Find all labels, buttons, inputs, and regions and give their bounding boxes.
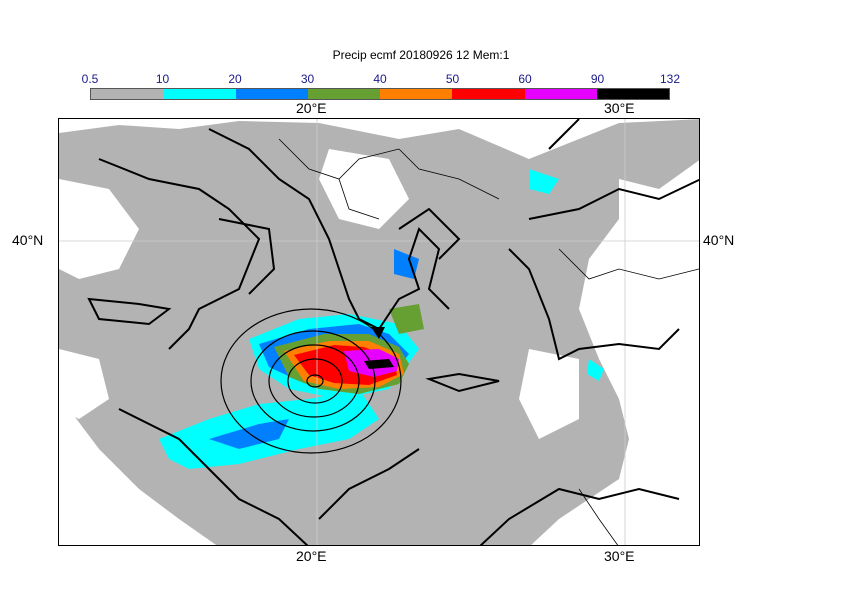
legend-tick-label: 20 [228,72,242,86]
map-canvas [59,119,699,545]
legend-tick-label: 132 [659,72,681,86]
legend-tick-label: 0.5 [81,72,99,86]
legend-swatch [596,89,669,99]
legend-swatch [235,89,308,99]
legend-tick-label: 60 [518,72,532,86]
legend-tick-label: 40 [373,72,387,86]
bottom-lon-label-30e: 30°E [604,548,635,564]
left-lat-label-40n: 40°N [12,232,44,248]
right-lat-label-40n: 40°N [703,232,735,248]
legend-tick-label: 50 [445,72,460,86]
precipitation-map [58,118,700,546]
top-lon-label-20e: 20°E [296,100,327,116]
legend-swatch [91,89,164,99]
legend-tick-label: 90 [590,72,605,86]
pressure-contours [220,308,402,454]
legend-swatch [524,89,597,99]
coastlines [87,119,699,545]
legend-swatch [380,89,453,99]
legend-tick-label: 30 [300,72,315,86]
legend-swatch [452,89,525,99]
country-borders [278,138,699,545]
color-legend: 0.5 10 20 30 40 50 60 90 132 [82,72,680,102]
legend-color-bar [90,88,670,100]
top-lon-label-30e: 30°E [604,100,635,116]
legend-swatch [307,89,380,99]
precip-gaps [59,149,699,545]
legend-swatch [163,89,236,99]
bottom-lon-label-20e: 20°E [296,548,327,564]
legend-tick-label: 10 [155,72,170,86]
map-title: Precip ecmf 20180926 12 Mem:1 [332,48,510,62]
